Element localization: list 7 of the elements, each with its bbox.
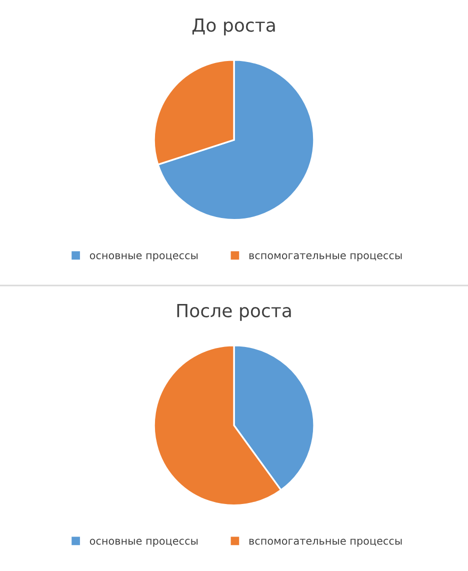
pie-slice	[157, 59, 315, 221]
legend-label: основные процессы	[90, 538, 198, 547]
legend-label: основные процессы	[90, 253, 198, 262]
legend-label: вспомогательные процессы	[249, 538, 402, 547]
chart-title: До роста	[192, 18, 275, 36]
legend-label: вспомогательные процессы	[249, 253, 402, 262]
chart-title: После роста	[177, 304, 291, 321]
